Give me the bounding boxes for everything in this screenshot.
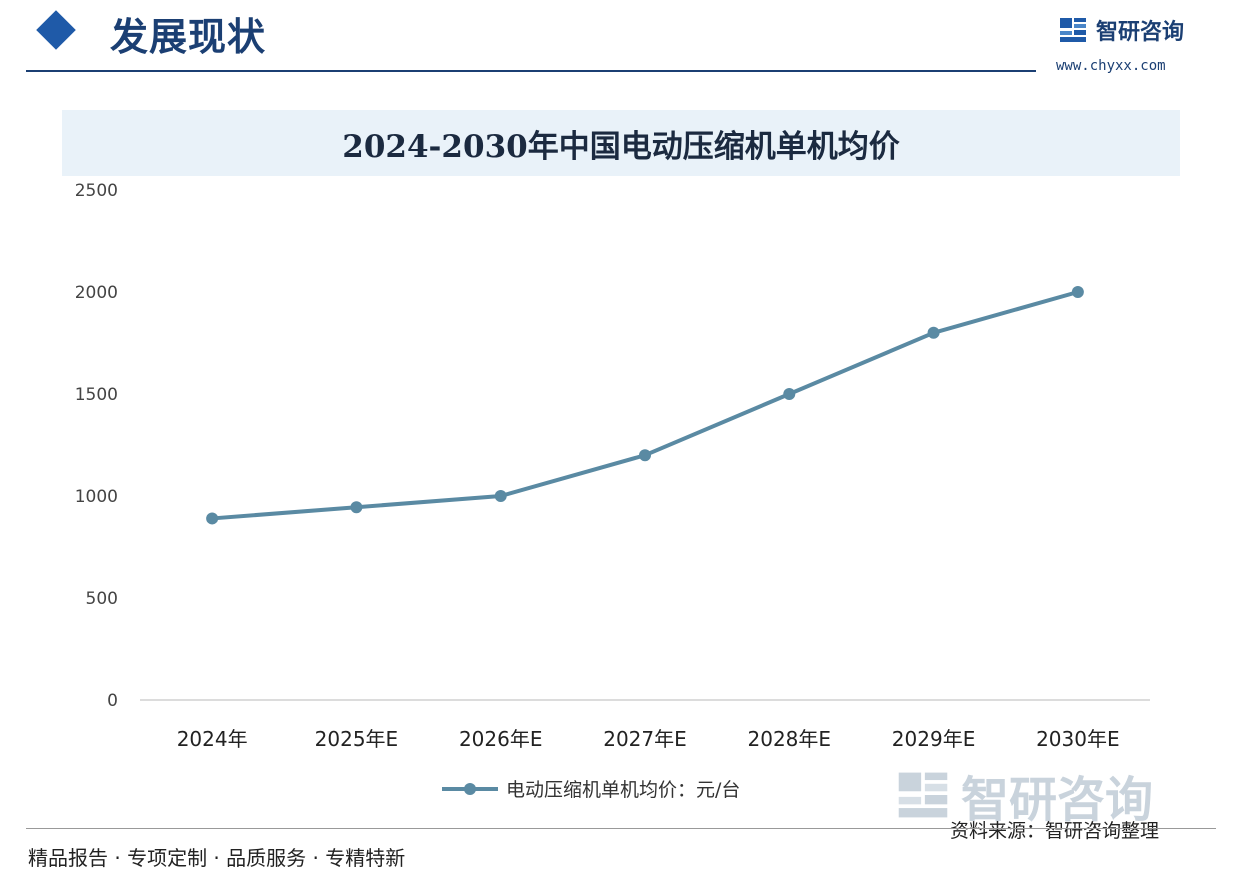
footer-divider bbox=[26, 828, 1216, 829]
data-point bbox=[206, 512, 218, 524]
series-line bbox=[212, 292, 1078, 518]
watermark-logo-icon bbox=[895, 767, 951, 823]
x-tick-label: 2027年E bbox=[603, 727, 687, 751]
x-tick-label: 2029年E bbox=[892, 727, 976, 751]
x-tick-label: 2026年E bbox=[459, 727, 543, 751]
data-point bbox=[350, 501, 362, 513]
data-point bbox=[495, 490, 507, 502]
x-tick-label: 2025年E bbox=[315, 727, 399, 751]
y-tick-label: 1500 bbox=[75, 385, 118, 405]
y-tick-label: 500 bbox=[86, 589, 118, 609]
data-point bbox=[1072, 286, 1084, 298]
y-tick-label: 0 bbox=[107, 691, 118, 711]
legend-label: 电动压缩机单机均价：元/台 bbox=[506, 775, 740, 802]
data-point bbox=[639, 449, 651, 461]
x-tick-label: 2030年E bbox=[1036, 727, 1120, 751]
y-tick-label: 2500 bbox=[75, 181, 118, 201]
x-tick-label: 2028年E bbox=[748, 727, 832, 751]
data-point bbox=[783, 388, 795, 400]
y-tick-label: 1000 bbox=[75, 487, 118, 507]
legend: 电动压缩机单机均价：元/台 bbox=[440, 775, 740, 802]
x-tick-label: 2024年 bbox=[177, 727, 248, 751]
source-note: 资料来源：智研咨询整理 bbox=[950, 816, 1159, 843]
series-group bbox=[206, 286, 1084, 524]
data-point bbox=[928, 327, 940, 339]
y-axis: 0 500 1000 1500 2000 2500 bbox=[75, 181, 118, 711]
x-axis: 2024年 2025年E 2026年E 2027年E 2028年E 2029年E 2030年… bbox=[140, 700, 1150, 751]
legend-line-marker bbox=[440, 779, 500, 799]
footer-slogan: 精品报告 · 专项定制 · 品质服务 · 专精特新 bbox=[28, 842, 405, 871]
y-tick-label: 2000 bbox=[75, 283, 118, 303]
